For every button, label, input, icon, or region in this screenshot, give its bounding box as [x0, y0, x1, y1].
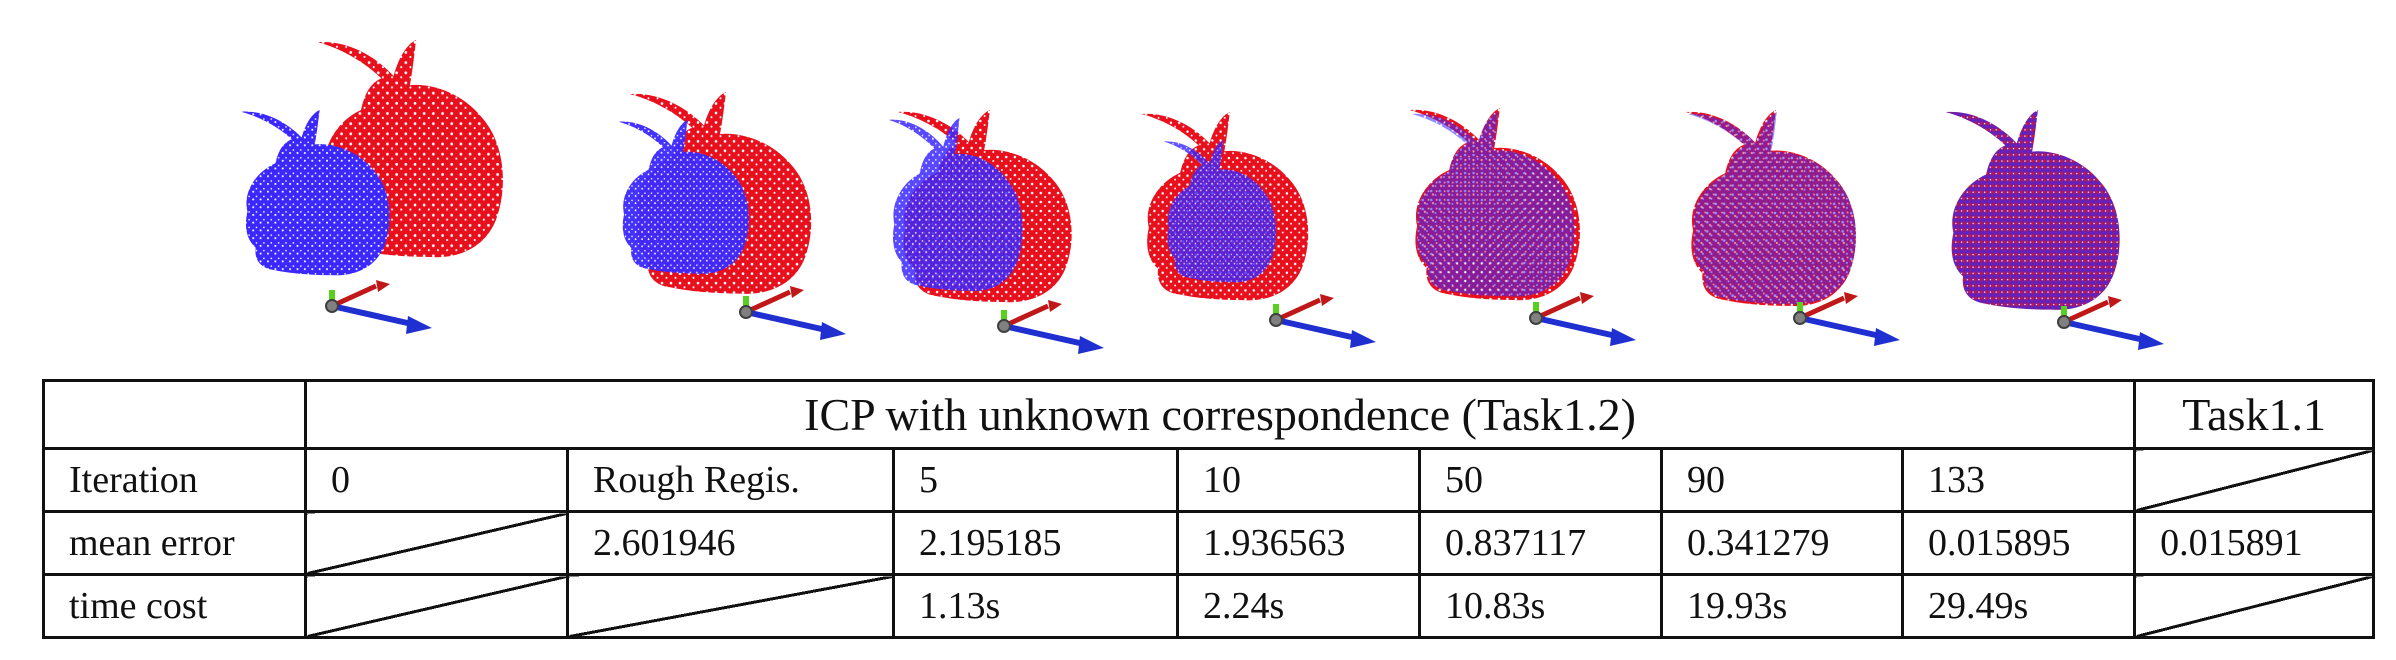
task12-header: ICP with unknown correspondence (Task1.2…	[303, 379, 2137, 450]
row-label: time cost	[42, 573, 307, 639]
table-cell: 0.837117	[1418, 510, 1663, 576]
table-cell: Rough Regis.	[566, 447, 895, 513]
table-cell: 90	[1660, 447, 1904, 513]
empty-corner-cell	[42, 379, 307, 450]
table-header-row: ICP with unknown correspondence (Task1.2…	[42, 379, 2376, 450]
crossed-out-cell	[304, 510, 569, 576]
table-cell: 2.24s	[1176, 573, 1421, 639]
table-cell: 2.601946	[566, 510, 895, 576]
table-cell: 0	[304, 447, 569, 513]
table-cell: 2.195185	[892, 510, 1179, 576]
table-cell: 29.49s	[1900, 573, 2137, 639]
task11-header: Task1.1	[2133, 379, 2376, 450]
crossed-out-cell	[566, 573, 895, 639]
table-cell: 10.83s	[1418, 573, 1663, 639]
bunny-iteration-50	[1409, 108, 1636, 346]
table-cell: 0.015895	[1900, 510, 2137, 576]
table-cell: 10	[1176, 447, 1421, 513]
table-cell: 0.341279	[1660, 510, 1904, 576]
table-cell: 5	[892, 447, 1179, 513]
results-table: ICP with unknown correspondence (Task1.2…	[42, 379, 2376, 639]
table-cell: 133	[1900, 447, 2137, 513]
row-label: mean error	[42, 510, 307, 576]
crossed-out-cell	[304, 573, 569, 639]
table-cell: 19.93s	[1660, 573, 1904, 639]
crossed-out-cell	[2133, 447, 2376, 513]
bunny-initial-pose	[240, 40, 503, 334]
table-row-iteration: Iteration 0 Rough Regis. 5 10 50 90 133	[42, 447, 2376, 513]
bunny-rough-registration	[618, 92, 846, 340]
table-cell: 0.015891	[2133, 510, 2376, 576]
table-cell: 1.13s	[892, 573, 1179, 639]
bunny-iteration-10	[1141, 112, 1376, 348]
row-label: Iteration	[42, 447, 307, 513]
table-row-mean-error: mean error 2.601946 2.195185 1.936563 0.…	[42, 510, 2376, 576]
bunny-iteration-5	[888, 110, 1104, 354]
point-cloud-registration-figure	[240, 40, 2396, 375]
bunny-iteration-133	[1945, 110, 2164, 350]
crossed-out-cell	[2133, 573, 2376, 639]
table-row-time-cost: time cost 1.13s 2.24s 10.83s 19.93s 29.4…	[42, 573, 2376, 639]
bunny-iteration-90	[1685, 110, 1900, 346]
table-cell: 1.936563	[1176, 510, 1421, 576]
table-cell: 50	[1418, 447, 1663, 513]
